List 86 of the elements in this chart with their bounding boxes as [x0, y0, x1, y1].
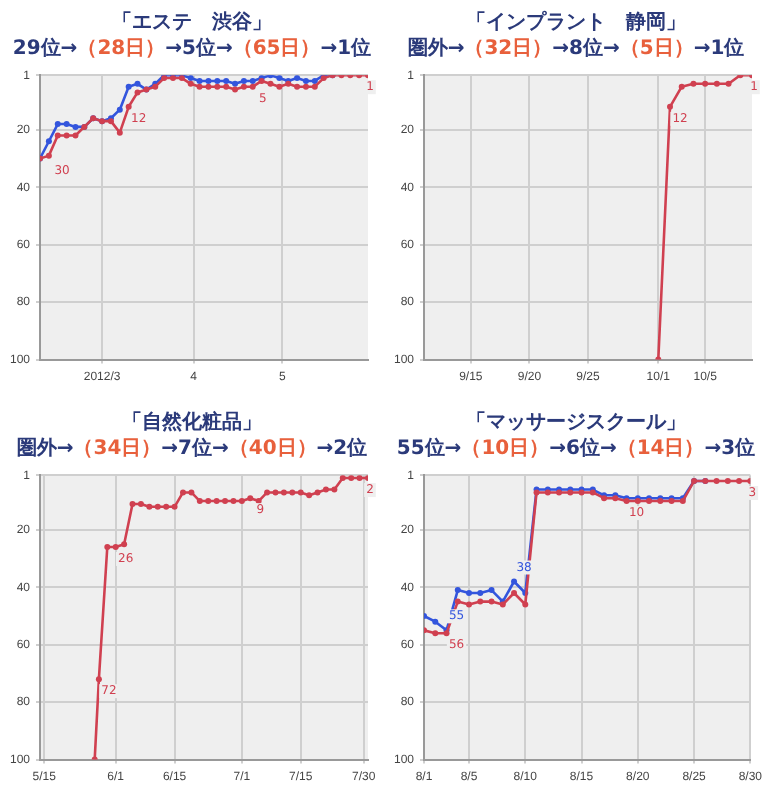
point — [196, 83, 203, 90]
point — [187, 75, 194, 82]
point — [104, 544, 111, 551]
point — [289, 489, 296, 496]
point — [280, 489, 287, 496]
point — [54, 132, 61, 139]
point — [223, 83, 230, 90]
point — [454, 587, 461, 594]
point — [276, 83, 283, 90]
point — [72, 132, 79, 139]
point — [240, 77, 247, 84]
point — [125, 103, 132, 110]
chart-subtitle: 圏外→（34日）→7位→（40日）→2位 — [16, 438, 368, 460]
point — [276, 75, 283, 82]
point — [112, 544, 119, 551]
point — [713, 80, 720, 87]
point — [205, 83, 212, 90]
point — [54, 121, 61, 128]
point — [713, 477, 720, 484]
point — [45, 138, 52, 145]
point — [163, 503, 170, 510]
point — [432, 630, 439, 637]
point — [205, 77, 212, 84]
point — [214, 83, 221, 90]
point — [214, 77, 221, 84]
point — [678, 83, 685, 90]
point — [121, 541, 128, 548]
point — [247, 495, 254, 502]
point — [116, 106, 123, 113]
point — [213, 498, 220, 505]
point — [725, 80, 732, 87]
point — [690, 80, 697, 87]
point — [477, 589, 484, 596]
point — [322, 486, 329, 493]
point — [240, 83, 247, 90]
point — [179, 489, 186, 496]
point — [272, 489, 279, 496]
point — [466, 601, 473, 608]
point — [223, 77, 230, 84]
point — [232, 80, 239, 87]
point — [129, 500, 136, 507]
point — [488, 598, 495, 605]
point — [171, 503, 178, 510]
chart-subtitle: 圏外→（32日）→8位→（5日）→1位 — [407, 38, 745, 60]
point — [249, 83, 256, 90]
chart-title: 「マッサージスクール」 — [464, 410, 688, 436]
point — [294, 83, 301, 90]
point — [187, 80, 194, 87]
point — [95, 676, 102, 683]
point — [45, 152, 52, 159]
point — [314, 489, 321, 496]
point — [331, 486, 338, 493]
point — [488, 587, 495, 594]
point — [125, 83, 132, 90]
point — [339, 475, 346, 482]
point — [454, 598, 461, 605]
point — [134, 80, 141, 87]
chart-title: 「自然化粧品」 — [120, 410, 264, 436]
chart-subtitle: 29位→（28日）→5位→（65日）→1位 — [12, 38, 372, 60]
point — [264, 489, 271, 496]
point — [232, 86, 239, 93]
point — [511, 578, 518, 585]
point — [230, 498, 237, 505]
point — [297, 489, 304, 496]
point — [72, 123, 79, 130]
point — [146, 503, 153, 510]
point — [196, 77, 203, 84]
point — [196, 498, 203, 505]
point — [134, 89, 141, 96]
point — [188, 489, 195, 496]
point — [267, 80, 274, 87]
point — [306, 492, 313, 499]
chart-title: 「インプラント 静岡」 — [464, 10, 688, 36]
point — [522, 601, 529, 608]
point — [311, 83, 318, 90]
point — [477, 598, 484, 605]
point — [302, 83, 309, 90]
point — [116, 129, 123, 136]
point — [667, 103, 674, 110]
point — [63, 132, 70, 139]
point — [432, 618, 439, 625]
point — [702, 80, 709, 87]
point — [154, 503, 161, 510]
chart-subtitle: 55位→（10日）→6位→（14日）→3位 — [396, 438, 756, 460]
point — [63, 121, 70, 128]
chart-title: 「エステ 渋谷」 — [110, 10, 274, 36]
